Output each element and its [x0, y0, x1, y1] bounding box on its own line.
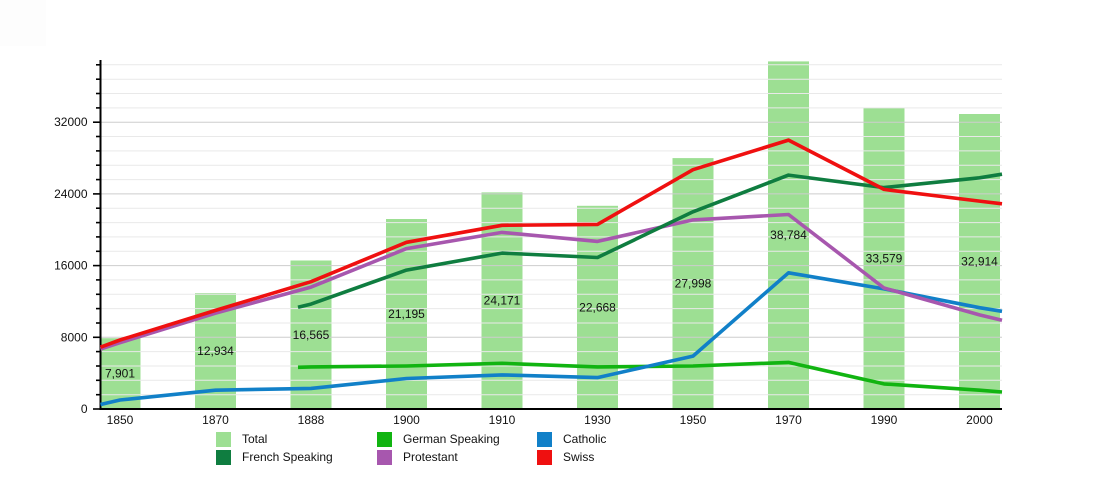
bar-label-1870: 12,934: [197, 344, 234, 358]
legend-item-total: Total: [216, 431, 377, 447]
legend-row-2: French Speaking Protestant Swiss: [216, 448, 606, 466]
y-tick-label-0: 0: [81, 402, 88, 416]
background-artifact: [0, 0, 46, 46]
bar-label-1970: 38,784: [770, 228, 807, 242]
y-tick-label-32000: 32000: [54, 115, 88, 129]
total-swatch-icon: [216, 431, 231, 447]
bar-1990: [863, 108, 905, 409]
legend-label: Swiss: [563, 449, 595, 464]
bar-label-1900: 21,195: [388, 307, 425, 321]
x-tick-label-1970: 1970: [775, 413, 802, 427]
legend-label: Protestant: [403, 449, 458, 464]
legend-label: Total: [242, 431, 268, 446]
bar-label-1930: 22,668: [579, 300, 616, 314]
y-tick-label-16000: 16000: [54, 259, 88, 273]
legend-label: Catholic: [563, 431, 607, 446]
bar-label-1910: 24,171: [484, 294, 521, 308]
legend-item-french-speaking: French Speaking: [216, 449, 377, 465]
legend-label: German Speaking: [403, 431, 500, 446]
line-series: [99, 138, 1003, 407]
x-tick-label-1900: 1900: [393, 413, 420, 427]
x-tick-label-2000: 2000: [966, 413, 993, 427]
x-tick-label-1910: 1910: [489, 413, 516, 427]
y-tick-label-24000: 24000: [54, 187, 88, 201]
german-speaking-swatch-icon: [377, 431, 392, 447]
legend-label: French Speaking: [242, 449, 333, 464]
legend-item-german-speaking: German Speaking: [377, 431, 537, 447]
legend-item-catholic: Catholic: [537, 431, 607, 447]
catholic-swatch-icon: [537, 431, 552, 447]
legend-item-protestant: Protestant: [377, 449, 537, 465]
bar-1970: [768, 61, 809, 410]
y-tick-label-8000: 8000: [61, 330, 88, 344]
bar-label-2000: 32,914: [961, 255, 998, 269]
gridlines: [100, 64, 1002, 396]
legend-row-1: Total German Speaking Catholic: [216, 430, 606, 448]
x-tick-label-1950: 1950: [680, 413, 707, 427]
french-speaking-swatch-icon: [216, 449, 231, 465]
bar-label-1950: 27,998: [675, 277, 712, 291]
line-swiss: [99, 138, 1003, 349]
x-tick-label-1930: 1930: [584, 413, 611, 427]
bar-label-1990: 33,579: [866, 252, 903, 266]
x-tick-label-1870: 1870: [202, 413, 229, 427]
chart-legend: Total German Speaking Catholic French Speak…: [216, 430, 606, 466]
bar-value-labels: 7,901 12,934 16,565 21,195 24,171 22,668 27,99…: [105, 228, 998, 380]
x-tick-label-1888: 1888: [298, 413, 325, 427]
legend-item-swiss: Swiss: [537, 449, 606, 465]
bar-2000: [959, 114, 1000, 409]
bar-label-1850: 7,901: [105, 367, 135, 381]
axes: [93, 60, 1002, 410]
protestant-swatch-icon: [377, 449, 392, 465]
line-french-speaking: [297, 172, 1003, 310]
swiss-swatch-icon: [537, 449, 552, 465]
bar-label-1888: 16,565: [293, 328, 330, 342]
x-tick-label-1850: 1850: [107, 413, 134, 427]
line-protestant: [99, 212, 1003, 351]
x-tick-label-1990: 1990: [871, 413, 898, 427]
axis-labels: 0 8000 16000 24000 32000 1850 1870 1888 1900 1910…: [54, 115, 993, 427]
